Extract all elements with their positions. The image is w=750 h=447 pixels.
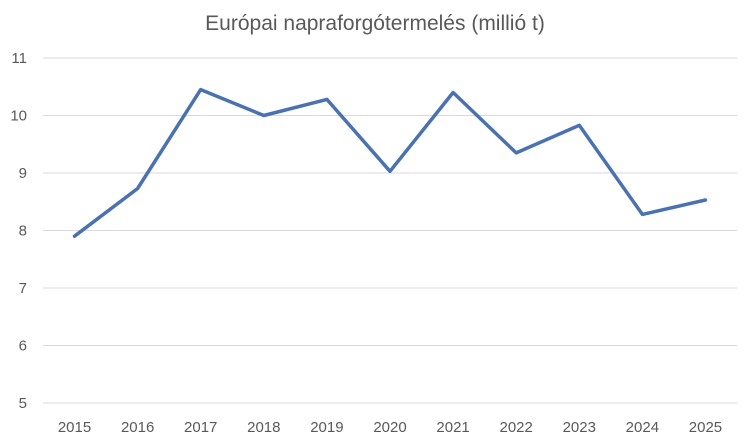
x-axis-labels: 2015 2016 2017 2018 2019 2020 2021 2022 2023 2024… — [58, 419, 722, 436]
x-tick-label: 2022 — [499, 419, 532, 436]
y-tick-label: 9 — [19, 165, 27, 182]
y-tick-label: 8 — [19, 223, 27, 240]
x-tick-label: 2016 — [121, 419, 154, 436]
y-tick-label: 11 — [11, 50, 27, 67]
x-tick-label: 2023 — [563, 419, 596, 436]
data-series-line — [72, 87, 708, 238]
y-axis-labels: 5 6 7 8 9 10 11 — [10, 50, 27, 412]
chart-title: Európai napraforgótermelés (millió t) — [205, 12, 545, 35]
y-tick-label: 6 — [19, 338, 27, 355]
y-tick-label: 10 — [10, 108, 27, 125]
x-tick-label: 2018 — [247, 419, 280, 436]
x-tick-label: 2017 — [184, 419, 217, 436]
y-tick-label: 7 — [19, 280, 27, 297]
y-tick-label: 5 — [19, 395, 27, 412]
x-tick-label: 2021 — [436, 419, 469, 436]
x-tick-label: 2019 — [310, 419, 343, 436]
x-tick-label: 2025 — [689, 419, 722, 436]
x-tick-label: 2024 — [626, 419, 659, 436]
gridlines — [43, 57, 737, 404]
x-tick-label: 2015 — [58, 419, 91, 436]
x-tick-label: 2020 — [373, 419, 406, 436]
